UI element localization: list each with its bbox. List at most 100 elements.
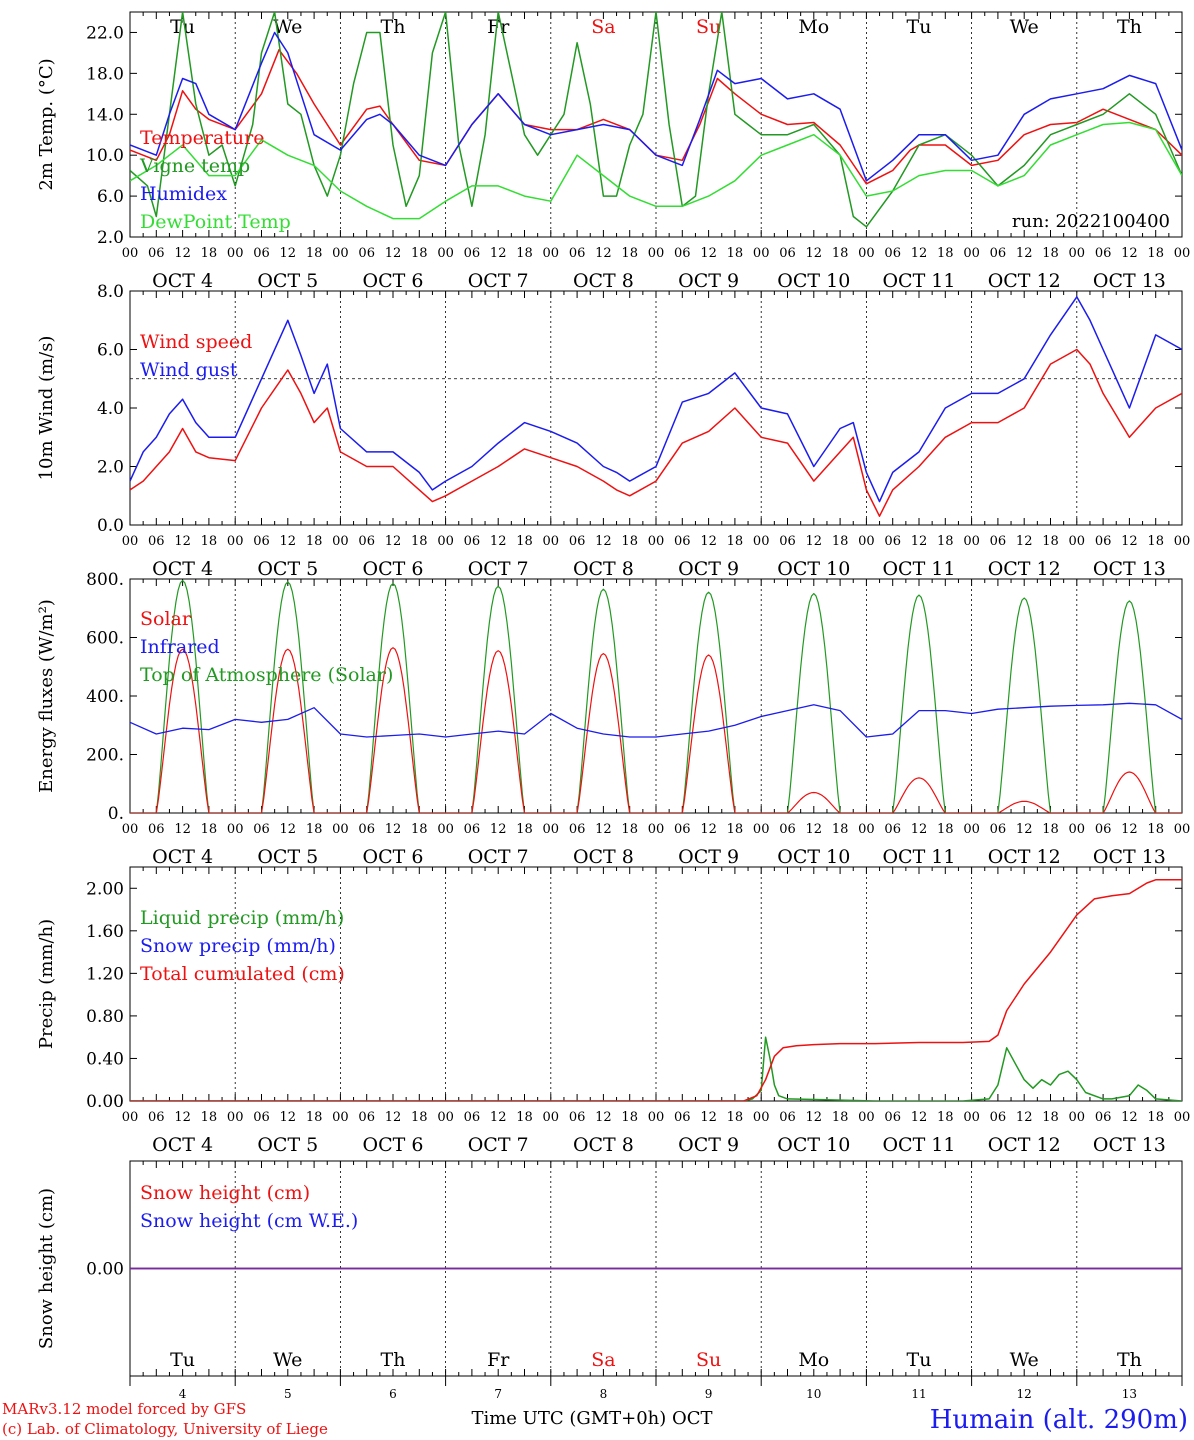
hour-tick-label: 12 bbox=[280, 1110, 297, 1125]
date-label: OCT 7 bbox=[468, 846, 529, 868]
hour-tick-label: 00 bbox=[437, 534, 454, 549]
day-name: Th bbox=[381, 16, 406, 38]
hour-tick-label: 00 bbox=[227, 246, 244, 261]
hour-tick-label: 06 bbox=[990, 534, 1007, 549]
hour-tick-label: 06 bbox=[253, 246, 270, 261]
hour-tick-label: 00 bbox=[1174, 1110, 1191, 1125]
hour-tick-label: 12 bbox=[911, 822, 928, 837]
hour-tick-label: 06 bbox=[569, 246, 586, 261]
hour-tick-label: 00 bbox=[332, 822, 349, 837]
date-label: OCT 6 bbox=[363, 1134, 424, 1156]
hour-tick-label: 00 bbox=[753, 534, 770, 549]
hour-tick-label: 00 bbox=[963, 822, 980, 837]
hour-tick-label: 06 bbox=[884, 1110, 901, 1125]
y-tick-label: 10.0 bbox=[86, 146, 124, 166]
hour-tick-label: 06 bbox=[884, 822, 901, 837]
hour-tick-label: 12 bbox=[1121, 822, 1138, 837]
date-label: OCT 6 bbox=[363, 558, 424, 580]
date-label: OCT 4 bbox=[152, 558, 213, 580]
day-name: Mo bbox=[798, 1349, 829, 1371]
hour-tick-label: 18 bbox=[1042, 534, 1059, 549]
hour-tick-label: 18 bbox=[306, 1110, 323, 1125]
date-label: OCT 12 bbox=[988, 846, 1061, 868]
day-name: Su bbox=[696, 1349, 721, 1371]
hour-tick-label: 06 bbox=[674, 1110, 691, 1125]
hour-tick-label: 00 bbox=[543, 822, 560, 837]
hour-tick-label: 00 bbox=[332, 534, 349, 549]
hour-tick-label: 12 bbox=[280, 246, 297, 261]
hour-tick-label: 12 bbox=[1016, 534, 1033, 549]
y-tick-label: 4.0 bbox=[97, 399, 124, 419]
hour-tick-label: 18 bbox=[516, 534, 533, 549]
date-label: OCT 5 bbox=[257, 270, 318, 292]
hour-tick-label: 18 bbox=[1042, 1110, 1059, 1125]
hour-tick-label: 18 bbox=[411, 822, 428, 837]
hour-tick-label: 18 bbox=[1042, 246, 1059, 261]
series-group bbox=[130, 12, 1182, 228]
date-label: OCT 6 bbox=[363, 270, 424, 292]
hour-tick-label: 18 bbox=[727, 246, 744, 261]
hour-tick-label: 00 bbox=[753, 1110, 770, 1125]
hour-tick-label: 12 bbox=[385, 246, 402, 261]
x-axis-label: Time UTC (GMT+0h) OCT bbox=[471, 1408, 712, 1429]
y-tick-label: 1.60 bbox=[86, 922, 124, 942]
hour-tick-label: 12 bbox=[1016, 1110, 1033, 1125]
panel-1: 2.0 6.0 10.0 14.0 18.0 22.0 2m Temp. (°C) 00 06 1… bbox=[36, 11, 1191, 292]
date-label: OCT 8 bbox=[573, 558, 634, 580]
legend-entry: Wind gust bbox=[140, 359, 238, 381]
hour-tick-label: 06 bbox=[990, 246, 1007, 261]
hour-tick-label: 18 bbox=[621, 246, 638, 261]
date-label: OCT 4 bbox=[152, 270, 213, 292]
date-label: OCT 12 bbox=[988, 1134, 1061, 1156]
hour-tick-label: 00 bbox=[332, 1110, 349, 1125]
hour-tick-label: 12 bbox=[385, 534, 402, 549]
hour-tick-label: 06 bbox=[253, 1110, 270, 1125]
hour-tick-label: 06 bbox=[464, 822, 481, 837]
hour-tick-label: 06 bbox=[358, 822, 375, 837]
y-tick-label: 0.0 bbox=[97, 516, 124, 536]
hour-tick-label: 18 bbox=[516, 1110, 533, 1125]
hour-tick-label: 06 bbox=[779, 1110, 796, 1125]
hour-tick-label: 12 bbox=[911, 246, 928, 261]
hour-tick-label: 18 bbox=[832, 246, 849, 261]
series-group bbox=[130, 879, 1182, 1101]
hour-tick-label: 12 bbox=[806, 1110, 823, 1125]
date-label: OCT 11 bbox=[882, 270, 955, 292]
hour-tick-label: 00 bbox=[543, 534, 560, 549]
hour-tick-label: 18 bbox=[621, 1110, 638, 1125]
panels: 2.0 6.0 10.0 14.0 18.0 22.0 2m Temp. (°C) 00 06 1… bbox=[36, 11, 1191, 1401]
toa-solar-series bbox=[130, 579, 1182, 813]
day-number: 9 bbox=[705, 1387, 713, 1401]
hour-tick-label: 18 bbox=[621, 534, 638, 549]
date-label: OCT 10 bbox=[777, 846, 850, 868]
date-label: OCT 11 bbox=[882, 558, 955, 580]
y-tick-label: 2.0 bbox=[97, 458, 124, 478]
hour-tick-label: 06 bbox=[884, 246, 901, 261]
hour-tick-label: 00 bbox=[543, 246, 560, 261]
hour-tick-label: 18 bbox=[1147, 1110, 1164, 1125]
credit-line-2: (c) Lab. of Climatology, University of L… bbox=[2, 1420, 328, 1438]
day-name: Sa bbox=[591, 1349, 615, 1371]
hour-tick-label: 12 bbox=[490, 1110, 507, 1125]
hour-tick-label: 12 bbox=[700, 534, 717, 549]
date-label: OCT 12 bbox=[988, 270, 1061, 292]
hour-tick-label: 18 bbox=[306, 246, 323, 261]
y-tick-label: 0. bbox=[108, 804, 124, 824]
y-tick-label: 22.0 bbox=[86, 23, 124, 43]
infrared-series bbox=[130, 702, 1182, 738]
date-label: OCT 9 bbox=[678, 558, 739, 580]
hour-tick-label: 00 bbox=[122, 1110, 139, 1125]
hour-tick-label: 18 bbox=[937, 246, 954, 261]
hour-tick-label: 06 bbox=[674, 822, 691, 837]
day-name: We bbox=[1010, 16, 1039, 38]
hour-tick-label: 00 bbox=[963, 246, 980, 261]
station-name: Humain (alt. 290m) bbox=[930, 1405, 1188, 1435]
hour-tick-label: 00 bbox=[437, 822, 454, 837]
hour-tick-label: 00 bbox=[122, 822, 139, 837]
hour-tick-label: 00 bbox=[1174, 822, 1191, 837]
date-label: OCT 10 bbox=[777, 558, 850, 580]
date-label: OCT 9 bbox=[678, 270, 739, 292]
hour-tick-label: 12 bbox=[1121, 246, 1138, 261]
hour-tick-label: 00 bbox=[1174, 246, 1191, 261]
y-tick-label: 14.0 bbox=[86, 105, 124, 125]
